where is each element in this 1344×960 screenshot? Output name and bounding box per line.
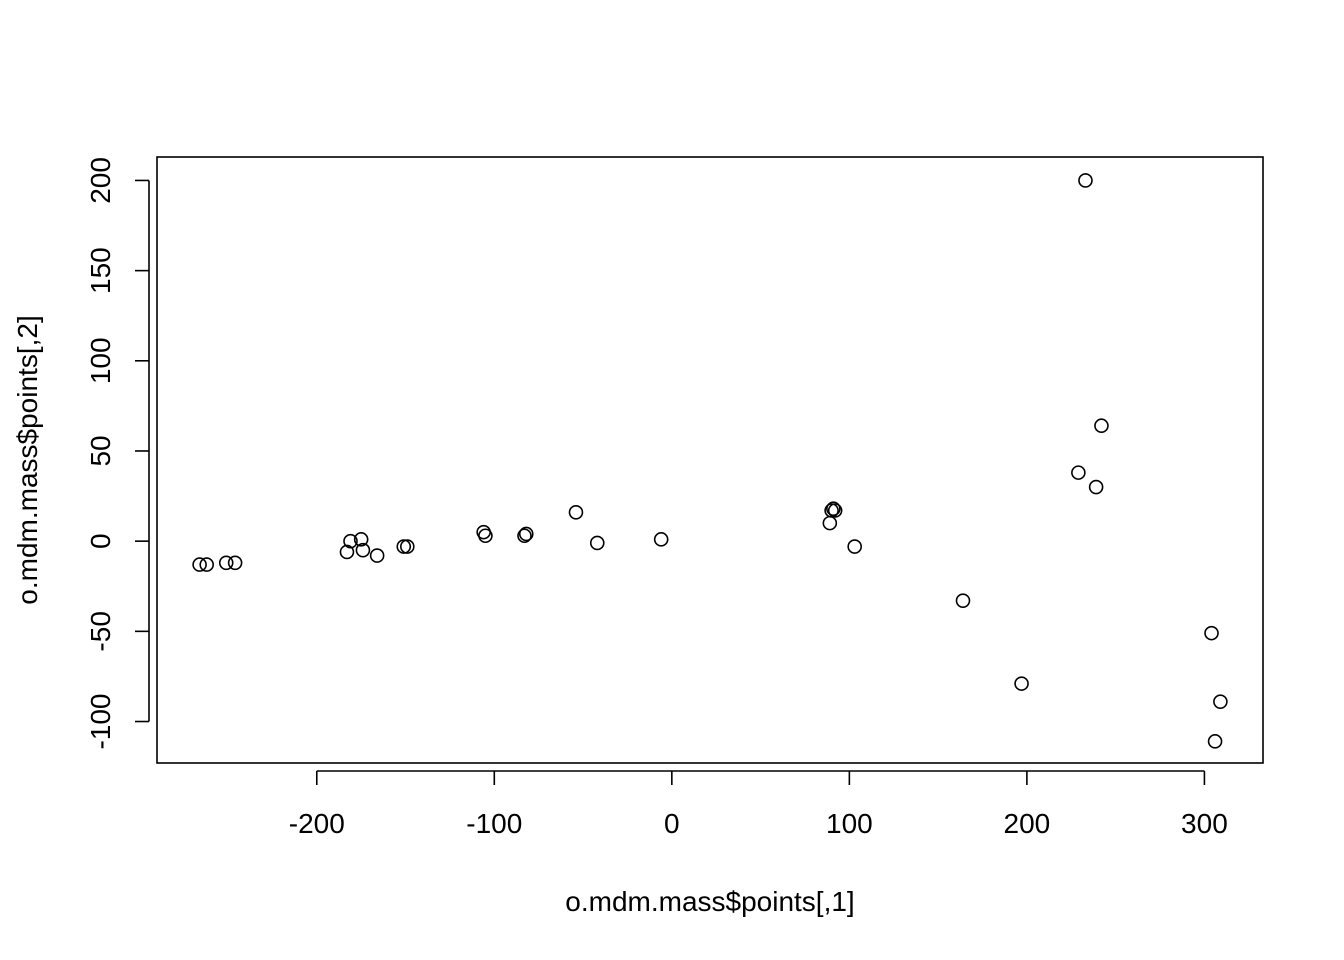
- x-tick-label: -200: [289, 808, 345, 839]
- data-point: [827, 503, 843, 518]
- data-point: [478, 528, 493, 544]
- data-point: [199, 557, 215, 572]
- x-tick-label: 100: [826, 808, 873, 839]
- data-point: [227, 555, 243, 571]
- y-tick-label: -50: [85, 611, 116, 651]
- y-tick-label: 200: [85, 157, 116, 204]
- y-tick-label: 50: [85, 435, 116, 466]
- y-tick-label: 100: [85, 337, 116, 384]
- data-point: [824, 503, 839, 518]
- x-axis-label: o.mdm.mass$points[,1]: [565, 886, 854, 917]
- data-point: [1213, 694, 1228, 709]
- data-point: [192, 557, 207, 572]
- data-point: [568, 505, 584, 520]
- data-point: [518, 526, 534, 542]
- y-tick-label: -100: [85, 693, 116, 749]
- y-axis: -100 -50 0 50 100 150 200: [85, 157, 150, 750]
- data-point: [653, 532, 669, 547]
- plot-frame: [156, 156, 1264, 764]
- x-tick-label: 200: [1004, 808, 1051, 839]
- x-tick-label: -100: [466, 808, 522, 839]
- data-point: [847, 539, 862, 554]
- x-tick-label: 300: [1181, 808, 1228, 839]
- data-point: [1078, 173, 1093, 188]
- x-tick-label: 0: [664, 808, 680, 839]
- data-point: [369, 548, 385, 563]
- data-points: [192, 173, 1228, 749]
- data-point: [589, 535, 605, 551]
- data-point: [826, 501, 841, 516]
- data-point: [218, 555, 234, 571]
- data-point: [955, 593, 971, 608]
- y-tick-label: 150: [85, 247, 116, 294]
- data-point: [822, 515, 838, 531]
- data-point: [396, 539, 412, 554]
- data-point: [1094, 418, 1109, 434]
- data-point: [517, 528, 532, 544]
- data-point: [353, 532, 369, 547]
- x-axis: -200 -100 0 100 200 300: [289, 770, 1228, 839]
- data-point: [339, 544, 355, 560]
- data-point: [1014, 676, 1029, 691]
- y-axis-label: o.mdm.mass$points[,2]: [12, 315, 43, 604]
- y-tick-label: 0: [85, 533, 116, 549]
- data-point: [400, 539, 415, 554]
- data-point: [1204, 625, 1219, 641]
- data-point: [343, 533, 358, 549]
- data-point: [355, 542, 371, 558]
- data-point: [1207, 734, 1223, 749]
- data-point: [1071, 465, 1086, 480]
- data-point: [1088, 479, 1104, 495]
